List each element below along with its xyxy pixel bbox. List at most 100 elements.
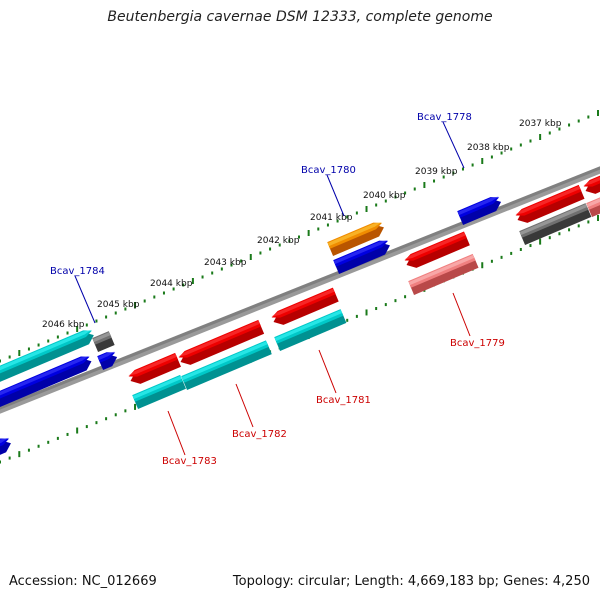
top-tick-ring (0, 110, 599, 363)
minor-tick (0, 460, 1, 464)
major-tick (597, 110, 599, 116)
minor-tick (8, 456, 11, 460)
major-tick (597, 215, 599, 221)
major-tick (76, 427, 79, 434)
gene-feature[interactable] (181, 340, 272, 390)
gene-label-bcav-1784: Bcav_1784 (50, 266, 105, 277)
minor-tick (162, 291, 165, 295)
minor-tick (461, 167, 464, 171)
minor-tick (384, 199, 387, 203)
minor-tick (66, 331, 69, 335)
gene-label-leaders (74, 121, 471, 456)
major-tick (539, 238, 542, 245)
minor-tick (346, 215, 349, 219)
minor-tick (413, 187, 416, 191)
gene-feature[interactable] (127, 352, 181, 387)
minor-tick (490, 259, 493, 263)
gene-feature[interactable] (92, 331, 115, 352)
minor-tick (510, 251, 513, 255)
gene-feature[interactable] (327, 220, 386, 256)
kbp-label: 2046 kbp (42, 320, 85, 330)
minor-tick (105, 417, 108, 421)
minor-tick (211, 271, 214, 275)
gene-feature[interactable] (586, 195, 600, 217)
minor-tick (529, 244, 532, 248)
major-tick (481, 262, 484, 269)
gene-feature[interactable] (0, 435, 13, 457)
major-tick (365, 309, 368, 316)
gene-label-bcav-1783: Bcav_1783 (162, 456, 217, 467)
minor-tick (519, 247, 522, 251)
gene-feature[interactable] (0, 353, 94, 407)
kbp-label: 2038 kbp (467, 143, 510, 153)
gene-feature[interactable] (403, 231, 470, 271)
major-tick (134, 403, 137, 410)
gene-feature[interactable] (270, 287, 339, 328)
kbp-label: 2037 kbp (519, 119, 562, 129)
minor-tick (259, 251, 262, 255)
minor-tick (37, 444, 40, 448)
minor-tick (37, 343, 40, 347)
gene-feature[interactable] (97, 349, 119, 370)
minor-tick (529, 139, 532, 143)
gene-labels: Bcav_1784 Bcav_1780 Bcav_1778 Bcav_1783 … (50, 112, 505, 467)
minor-tick (182, 283, 185, 287)
minor-tick (346, 318, 349, 322)
minor-tick (27, 448, 30, 452)
kbp-label: 2040 kbp (363, 191, 406, 201)
gene-feature[interactable] (514, 184, 585, 226)
gene-feature[interactable] (408, 253, 479, 295)
minor-tick (124, 409, 127, 413)
minor-tick (8, 355, 11, 359)
genome-backbone (0, 166, 600, 414)
minor-tick (355, 211, 358, 215)
minor-tick (47, 440, 50, 444)
major-tick (365, 206, 368, 212)
minor-tick (298, 235, 300, 239)
gene-feature[interactable] (333, 238, 392, 274)
major-tick (423, 182, 426, 188)
minor-tick (577, 119, 580, 123)
minor-tick (355, 314, 358, 318)
minor-tick (500, 255, 503, 259)
major-tick (249, 254, 252, 260)
minor-tick (394, 195, 397, 199)
minor-tick (558, 232, 561, 236)
gene-features[interactable] (0, 174, 600, 457)
major-tick (18, 451, 21, 458)
minor-tick (326, 223, 329, 227)
minor-tick (384, 303, 387, 307)
minor-tick (114, 413, 117, 417)
minor-tick (85, 323, 88, 327)
minor-tick (230, 263, 233, 267)
minor-tick (375, 307, 378, 311)
major-tick (539, 134, 542, 140)
gene-label-bcav-1782: Bcav_1782 (232, 429, 287, 440)
gene-feature[interactable] (519, 203, 592, 245)
minor-tick (201, 275, 204, 279)
gene-feature[interactable] (457, 194, 503, 225)
minor-tick (0, 359, 1, 363)
minor-tick (471, 163, 474, 167)
gene-feature[interactable] (177, 319, 265, 368)
minor-tick (587, 115, 590, 119)
minor-tick (95, 421, 98, 425)
minor-tick (143, 299, 146, 303)
minor-tick (114, 311, 117, 315)
kbp-label: 2039 kbp (415, 167, 458, 177)
major-tick (18, 350, 21, 356)
gene-feature[interactable] (132, 374, 186, 409)
minor-tick (220, 267, 223, 271)
minor-tick (404, 295, 407, 299)
minor-tick (568, 123, 571, 127)
gene-feature[interactable] (0, 327, 96, 384)
kbp-label: 2041 kbp (310, 213, 353, 223)
minor-tick (500, 151, 503, 155)
minor-tick (85, 425, 88, 429)
major-tick (134, 302, 137, 308)
minor-tick (587, 220, 590, 224)
minor-tick (240, 259, 243, 263)
minor-tick (568, 228, 571, 232)
gene-feature[interactable] (274, 309, 347, 351)
